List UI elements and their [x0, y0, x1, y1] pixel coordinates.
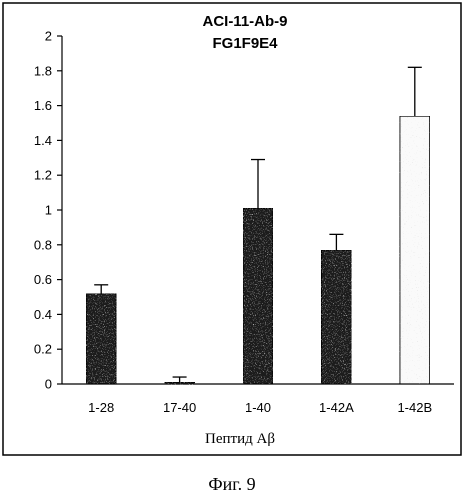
y-tick-label: 0.6 — [34, 272, 52, 287]
y-axis-ticks: 0 0.2 0.4 0.6 0.8 1 1.2 1.4 1.6 1.8 2 — [34, 29, 62, 392]
chart-title: ACI-11-Ab-9 — [202, 13, 287, 30]
y-tick-label: 1.4 — [34, 133, 52, 148]
figure-caption: Фиг. 9 — [208, 474, 255, 494]
bar-17-40 — [165, 382, 195, 384]
x-axis-label: Пептид Aβ — [205, 431, 275, 447]
bar-1-28 — [86, 294, 116, 384]
y-tick-label: 0 — [45, 377, 52, 392]
x-tick-label: 17-40 — [163, 400, 196, 415]
chart-subtitle: FG1F9E4 — [212, 35, 278, 52]
y-tick-label: 0.4 — [34, 307, 52, 322]
y-tick-label: 1.8 — [34, 63, 52, 78]
x-tick-label: 1-42B — [397, 400, 432, 415]
bars-group — [86, 67, 430, 384]
bar-1-42A — [321, 250, 351, 384]
y-tick-label: 2 — [45, 29, 52, 44]
x-tick-label: 1-42A — [319, 400, 354, 415]
y-tick-label: 1.2 — [34, 168, 52, 183]
x-axis-tick-labels: 1-28 17-40 1-40 1-42A 1-42B — [88, 400, 432, 415]
chart-area-border — [3, 3, 461, 455]
y-tick-label: 1.6 — [34, 98, 52, 113]
x-tick-label: 1-28 — [88, 400, 114, 415]
y-tick-label: 1 — [45, 203, 52, 218]
y-tick-label: 0.2 — [34, 342, 52, 357]
bar-1-40 — [243, 208, 273, 384]
bar-1-42B — [400, 116, 430, 384]
x-tick-label: 1-40 — [245, 400, 271, 415]
y-tick-label: 0.8 — [34, 237, 52, 252]
